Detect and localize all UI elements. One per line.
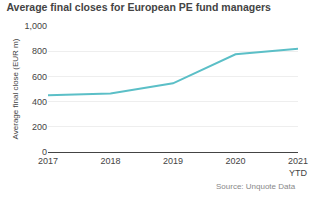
svg-text:2017: 2017 — [38, 156, 58, 166]
svg-text:2021YTD: 2021YTD — [288, 156, 308, 178]
svg-text:1,000: 1,000 — [24, 21, 47, 31]
svg-text:200: 200 — [32, 122, 47, 132]
svg-text:2020: 2020 — [225, 156, 245, 166]
svg-text:2018: 2018 — [100, 156, 120, 166]
svg-text:Average final close (EUR m): Average final close (EUR m) — [11, 38, 20, 139]
svg-text:0: 0 — [42, 147, 47, 157]
svg-text:600: 600 — [32, 72, 47, 82]
svg-text:2019: 2019 — [163, 156, 183, 166]
svg-text:Average final closes for Europ: Average final closes for European PE fun… — [6, 1, 271, 13]
svg-text:800: 800 — [32, 46, 47, 56]
svg-text:400: 400 — [32, 97, 47, 107]
svg-text:Source: Unquote Data: Source: Unquote Data — [216, 182, 296, 191]
